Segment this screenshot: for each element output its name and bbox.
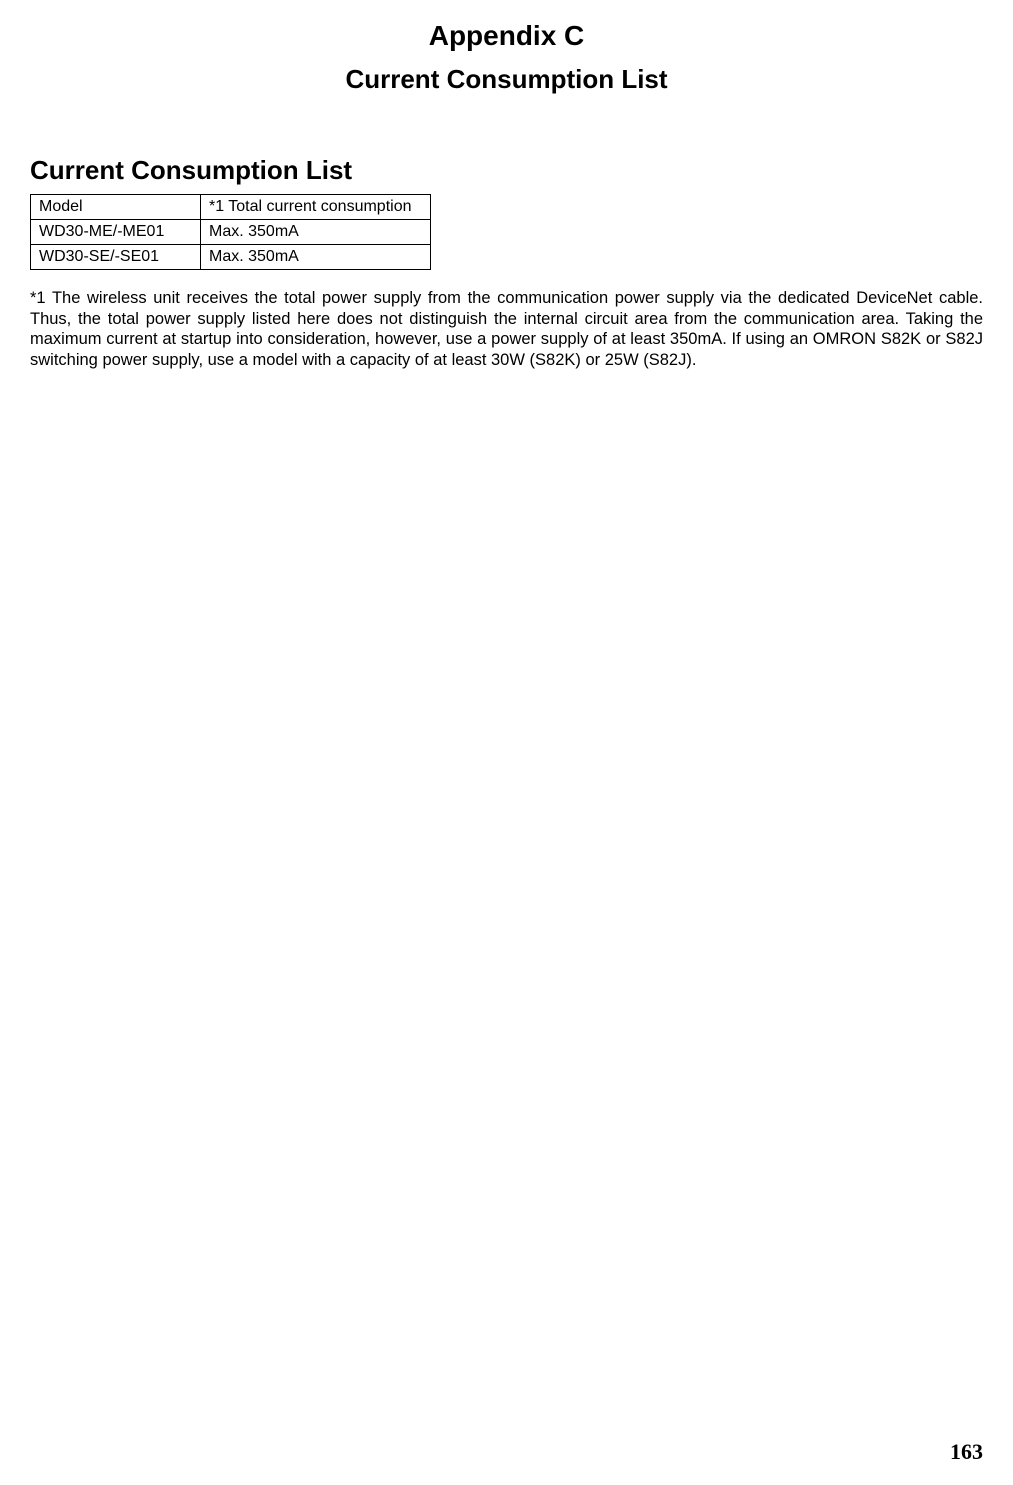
table-cell: Max. 350mA — [201, 220, 431, 245]
table-cell: Max. 350mA — [201, 245, 431, 270]
appendix-title: Appendix C — [30, 20, 983, 52]
page-number: 163 — [950, 1439, 983, 1465]
table-row: WD30-SE/-SE01 Max. 350mA — [31, 245, 431, 270]
consumption-table: Model *1 Total current consumption WD30-… — [30, 194, 431, 270]
table-cell: WD30-SE/-SE01 — [31, 245, 201, 270]
table-header-row: Model *1 Total current consumption — [31, 195, 431, 220]
section-heading: Current Consumption List — [30, 155, 983, 186]
footnote-text: *1 The wireless unit receives the total … — [30, 288, 983, 371]
table-header-cell: *1 Total current consumption — [201, 195, 431, 220]
table-header-cell: Model — [31, 195, 201, 220]
table-cell: WD30-ME/-ME01 — [31, 220, 201, 245]
appendix-subtitle: Current Consumption List — [30, 64, 983, 95]
table-row: WD30-ME/-ME01 Max. 350mA — [31, 220, 431, 245]
